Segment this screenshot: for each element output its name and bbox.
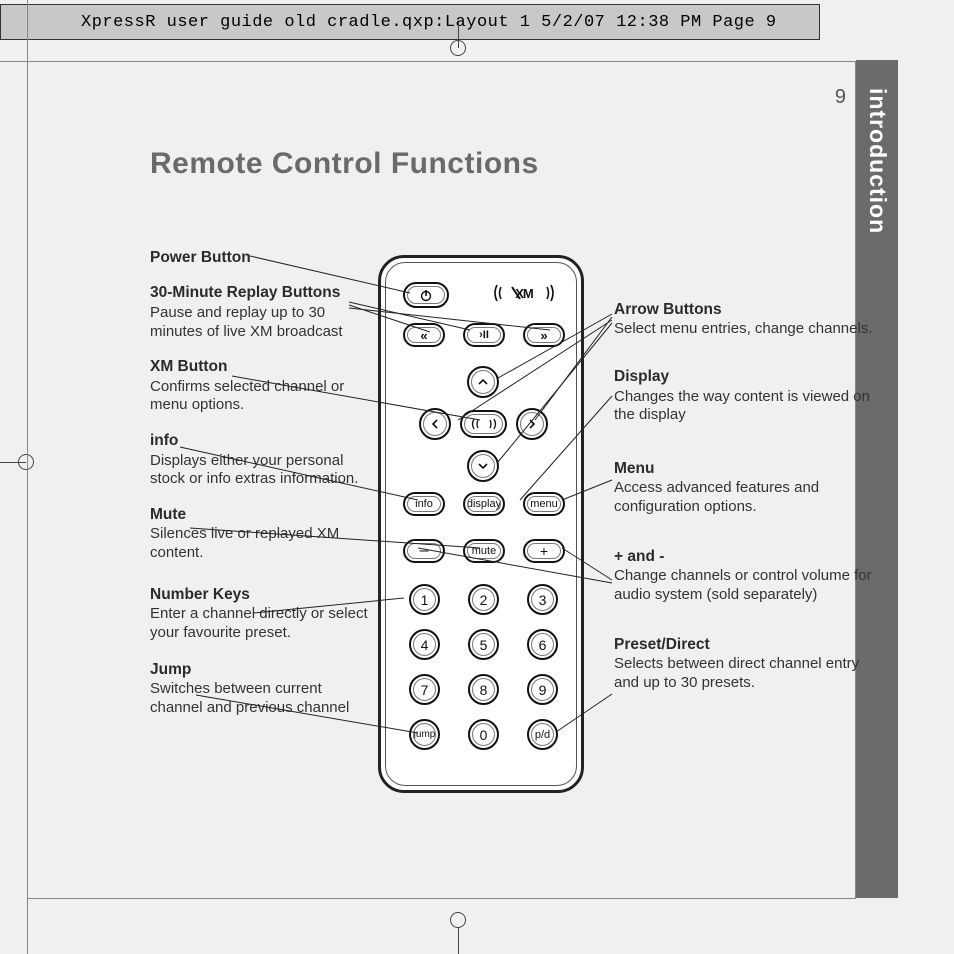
num-6-button[interactable]: 6 (527, 629, 558, 660)
callout-preset: Preset/Direct Selects between direct cha… (614, 635, 874, 693)
play-pause-button[interactable]: ›II (463, 323, 505, 347)
callout-title-info: info (150, 431, 370, 450)
guide-bottom (27, 898, 855, 899)
callout-title-power: Power Button (150, 248, 370, 267)
power-button[interactable] (403, 282, 449, 308)
callout-title-arrows: Arrow Buttons (614, 300, 874, 319)
num-0-button[interactable]: 0 (468, 719, 499, 750)
callout-desc-arrows: Select menu entries, change channels. (614, 320, 874, 339)
callout-desc-jump: Switches between current channel and pre… (150, 680, 370, 718)
svg-text:XM: XM (515, 286, 533, 301)
xm-wave-icon (469, 417, 499, 431)
callout-numkeys: Number Keys Enter a channel directly or … (150, 585, 370, 643)
callout-title-mute: Mute (150, 505, 370, 524)
callout-title-menu: Menu (614, 459, 874, 478)
info-button[interactable]: info (403, 492, 445, 516)
callout-desc-mute: Silences live or replayed XM content. (150, 525, 370, 563)
callout-jump: Jump Switches between current channel an… (150, 660, 370, 718)
guide-top (0, 61, 856, 62)
callout-title-display: Display (614, 367, 874, 386)
minus-button[interactable]: – (403, 539, 445, 563)
page-title: Remote Control Functions (150, 147, 539, 181)
power-icon (419, 288, 433, 302)
crop-mark-bottom (450, 912, 466, 954)
jump-button[interactable]: jump (409, 719, 440, 750)
callout-desc-xm: Confirms selected channel or menu option… (150, 378, 370, 416)
arrow-down-button[interactable] (467, 450, 499, 482)
callout-power: Power Button (150, 248, 370, 267)
num-9-button[interactable]: 9 (527, 674, 558, 705)
crop-mark-left (0, 462, 40, 463)
callout-title-jump: Jump (150, 660, 370, 679)
callout-mute: Mute Silences live or replayed XM conten… (150, 505, 370, 563)
callout-desc-preset: Selects between direct channel entry and… (614, 655, 874, 693)
num-4-button[interactable]: 4 (409, 629, 440, 660)
num-7-button[interactable]: 7 (409, 674, 440, 705)
menu-button[interactable]: menu (523, 492, 565, 516)
arrow-right-button[interactable] (516, 408, 548, 440)
chevron-right-icon (527, 419, 537, 429)
remote-body: XM « ›II » info display menu – mute + 1 … (378, 255, 584, 793)
callout-desc-replay: Pause and replay up to 30 minutes of liv… (150, 304, 370, 342)
side-tab-label: introduction (864, 88, 891, 234)
callout-desc-display: Changes the way content is viewed on the… (614, 388, 874, 426)
callout-title-plusminus: + and - (614, 547, 874, 566)
callout-title-replay: 30-Minute Replay Buttons (150, 283, 370, 302)
arrow-left-button[interactable] (419, 408, 451, 440)
callout-menu: Menu Access advanced features and config… (614, 459, 874, 517)
preset-direct-button[interactable]: p/d (527, 719, 558, 750)
callout-display: Display Changes the way content is viewe… (614, 367, 874, 425)
callout-desc-numkeys: Enter a channel directly or select your … (150, 605, 370, 643)
callout-desc-plusminus: Change channels or control volume for au… (614, 567, 874, 605)
callouts-right: Arrow Buttons Select menu entries, chang… (614, 300, 874, 709)
callout-xm: XM Button Confirms selected channel or m… (150, 357, 370, 415)
callout-title-numkeys: Number Keys (150, 585, 370, 604)
print-header: XpressR user guide old cradle.qxp:Layout… (0, 4, 820, 40)
chevron-down-icon (478, 461, 488, 471)
callouts-left: Power Button 30-Minute Replay Buttons Pa… (150, 248, 370, 734)
forward-button[interactable]: » (523, 323, 565, 347)
callout-plusminus: + and - Change channels or control volum… (614, 547, 874, 605)
chevron-left-icon (430, 419, 440, 429)
num-5-button[interactable]: 5 (468, 629, 499, 660)
callout-replay: 30-Minute Replay Buttons Pause and repla… (150, 283, 370, 341)
callout-desc-menu: Access advanced features and configurati… (614, 479, 874, 517)
callout-title-preset: Preset/Direct (614, 635, 874, 654)
guide-left (27, 0, 28, 954)
arrow-up-button[interactable] (467, 366, 499, 398)
callout-arrows: Arrow Buttons Select menu entries, chang… (614, 300, 874, 339)
xm-logo: XM (489, 279, 559, 310)
crop-mark-top (450, 22, 466, 56)
chevron-up-icon (478, 377, 488, 387)
num-8-button[interactable]: 8 (468, 674, 499, 705)
callout-desc-info: Displays either your personal stock or i… (150, 452, 370, 490)
xm-confirm-button[interactable] (460, 410, 507, 438)
num-2-button[interactable]: 2 (468, 584, 499, 615)
callout-info: info Displays either your personal stock… (150, 431, 370, 489)
num-1-button[interactable]: 1 (409, 584, 440, 615)
page-number: 9 (835, 86, 846, 109)
side-tab-text: introduction (865, 88, 891, 234)
mute-button[interactable]: mute (463, 539, 505, 563)
rewind-button[interactable]: « (403, 323, 445, 347)
display-button[interactable]: display (463, 492, 505, 516)
plus-button[interactable]: + (523, 539, 565, 563)
num-3-button[interactable]: 3 (527, 584, 558, 615)
callout-title-xm: XM Button (150, 357, 370, 376)
